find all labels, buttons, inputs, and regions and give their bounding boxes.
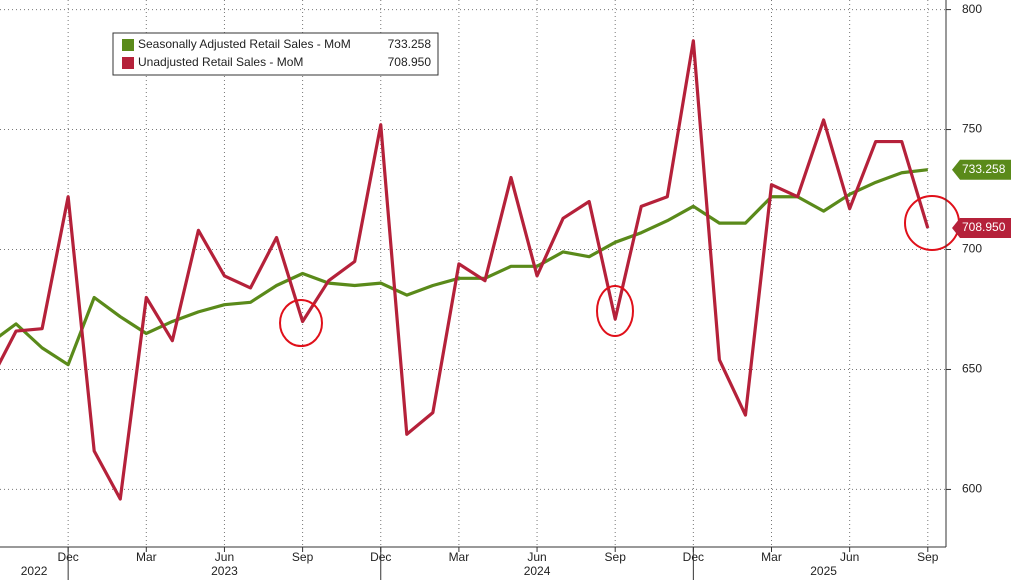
y-tick-label: 800 xyxy=(962,2,982,16)
y-tick-label: 750 xyxy=(962,122,982,136)
x-tick-label: Mar xyxy=(761,550,782,564)
last-value-tag: 733.258 xyxy=(952,159,1011,180)
x-tick-label: Mar xyxy=(449,550,470,564)
x-tick-label: Sep xyxy=(917,550,939,564)
y-tick-label: 600 xyxy=(962,482,982,496)
last-value-box xyxy=(952,218,1011,239)
last-value-label: 708.950 xyxy=(962,220,1006,234)
year-label: 2022 xyxy=(21,564,48,578)
legend-box xyxy=(112,32,439,76)
legend-value: 708.950 xyxy=(388,55,432,69)
last-value-label: 733.258 xyxy=(962,162,1006,176)
y-tick-label: 700 xyxy=(962,242,982,256)
y-tick-label: 650 xyxy=(962,362,982,376)
year-label: 2024 xyxy=(524,564,551,578)
legend-swatch xyxy=(122,57,134,69)
year-label: 2025 xyxy=(810,564,837,578)
x-tick-label: Jun xyxy=(215,550,234,564)
last-value-tag: 708.950 xyxy=(952,218,1011,239)
highlight-circle xyxy=(596,285,634,337)
x-tick-label: Mar xyxy=(136,550,157,564)
x-tick-label: Sep xyxy=(605,550,627,564)
highlight-circle xyxy=(279,299,323,347)
x-tick-label: Sep xyxy=(292,550,314,564)
x-tick-label: Jun xyxy=(527,550,546,564)
legend-swatch xyxy=(122,39,134,51)
legend-label: Unadjusted Retail Sales - MoM xyxy=(138,55,303,69)
legend-label: Seasonally Adjusted Retail Sales - MoM xyxy=(138,37,351,51)
series-line xyxy=(0,39,930,501)
year-label: 2023 xyxy=(211,564,238,578)
last-value-box xyxy=(952,159,1011,180)
x-tick-label: Jun xyxy=(840,550,859,564)
legend-value: 733.258 xyxy=(388,37,432,51)
highlight-circle xyxy=(904,195,960,251)
